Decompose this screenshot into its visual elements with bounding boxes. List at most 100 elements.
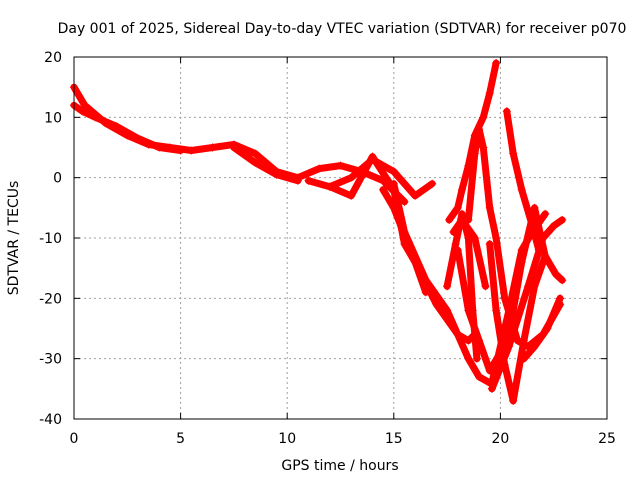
data-point-marker [187, 146, 196, 155]
x-tick-label: 0 [70, 431, 79, 447]
data-point-marker [453, 203, 462, 212]
data-point-marker [472, 354, 481, 363]
data-point-marker [453, 246, 462, 255]
data-point-marker [229, 143, 238, 152]
data-point-marker [389, 179, 398, 188]
data-point-marker [208, 143, 217, 152]
y-tick-label: 0 [53, 171, 62, 187]
data-point-marker [541, 209, 550, 218]
series-track-17 [507, 204, 566, 326]
series-track-3 [230, 144, 302, 185]
data-point-marker [485, 89, 494, 98]
data-point-marker [389, 167, 398, 176]
chart-title: Day 001 of 2025, Sidereal Day-to-day VTE… [58, 21, 627, 37]
series-track-9 [445, 59, 500, 224]
data-series [70, 59, 567, 405]
data-point-marker [485, 203, 494, 212]
data-point-marker [347, 191, 356, 200]
data-point-marker [272, 170, 281, 179]
data-point-marker [251, 158, 260, 167]
series-track-11 [450, 216, 489, 290]
data-point-marker [517, 258, 526, 267]
data-point-marker [443, 282, 452, 291]
data-point-marker [443, 306, 452, 315]
data-point-marker [78, 107, 87, 116]
data-point-marker [509, 396, 518, 405]
axis-ticks: 0 5 10 15 20 25 -40 -30 -20 -10 0 10 20 [39, 50, 616, 447]
data-point-marker [379, 185, 388, 194]
data-point-marker [91, 113, 100, 122]
data-point-marker [519, 354, 528, 363]
data-point-marker [315, 164, 324, 173]
data-point-marker [368, 152, 377, 161]
data-point-marker [507, 318, 516, 327]
data-point-marker [549, 221, 558, 230]
series-track-16 [488, 216, 566, 393]
y-tick-label: 10 [44, 110, 62, 126]
data-point-marker [500, 294, 509, 303]
data-point-marker [421, 276, 430, 285]
data-point-marker [470, 149, 479, 158]
data-point-marker [475, 336, 484, 345]
data-point-marker [479, 143, 488, 152]
data-point-marker [400, 197, 409, 206]
grid [74, 57, 607, 419]
data-point-marker [558, 215, 567, 224]
x-axis-label: GPS time / hours [281, 458, 398, 474]
data-point-marker [133, 134, 142, 143]
y-axis-label: SDTVAR / TECUs [6, 181, 22, 296]
data-point-marker [530, 203, 539, 212]
data-point-marker [428, 179, 437, 188]
data-point-marker [464, 215, 473, 224]
data-point-marker [519, 336, 528, 345]
series-track-18 [520, 294, 564, 363]
series-track-4 [326, 156, 436, 200]
data-point-marker [475, 125, 484, 134]
data-point-marker [487, 384, 496, 393]
data-point-marker [458, 185, 467, 194]
data-point-marker [176, 146, 185, 155]
data-point-marker [541, 252, 550, 261]
x-tick-label: 15 [385, 431, 403, 447]
data-point-marker [464, 354, 473, 363]
y-tick-label: 20 [44, 50, 62, 66]
data-point-marker [492, 306, 501, 315]
data-point-marker [524, 282, 533, 291]
data-point-marker [509, 149, 518, 158]
data-point-marker [502, 107, 511, 116]
x-tick-label: 20 [491, 431, 509, 447]
y-tick-label: -40 [39, 412, 62, 428]
x-tick-label: 10 [278, 431, 296, 447]
data-point-marker [251, 149, 260, 158]
data-point-marker [293, 176, 302, 185]
data-point-marker [492, 234, 501, 242]
data-point-marker [504, 342, 513, 351]
data-point-marker [470, 234, 479, 242]
data-point-marker [80, 101, 89, 110]
data-point-marker [445, 215, 454, 224]
data-point-marker [336, 161, 345, 170]
data-point-marker [558, 276, 567, 285]
data-point-marker [530, 342, 539, 351]
data-point-marker [481, 282, 490, 291]
data-point-marker [112, 122, 121, 131]
y-tick-label: -30 [39, 352, 62, 368]
data-point-marker [556, 294, 565, 303]
y-tick-label: -20 [39, 291, 62, 307]
data-point-marker [325, 182, 334, 191]
data-point-marker [347, 173, 356, 182]
data-point-marker [479, 113, 488, 122]
data-point-marker [464, 306, 473, 315]
data-point-marker [411, 191, 420, 200]
x-tick-label: 5 [176, 431, 185, 447]
y-tick-label: -10 [39, 231, 62, 247]
data-point-marker [304, 176, 313, 185]
data-point-marker [155, 143, 164, 152]
data-point-marker [485, 240, 494, 249]
x-tick-label: 25 [598, 431, 616, 447]
data-point-marker [475, 372, 484, 381]
data-point-marker [517, 185, 526, 194]
data-point-marker [449, 227, 458, 236]
data-point-marker [451, 240, 460, 249]
